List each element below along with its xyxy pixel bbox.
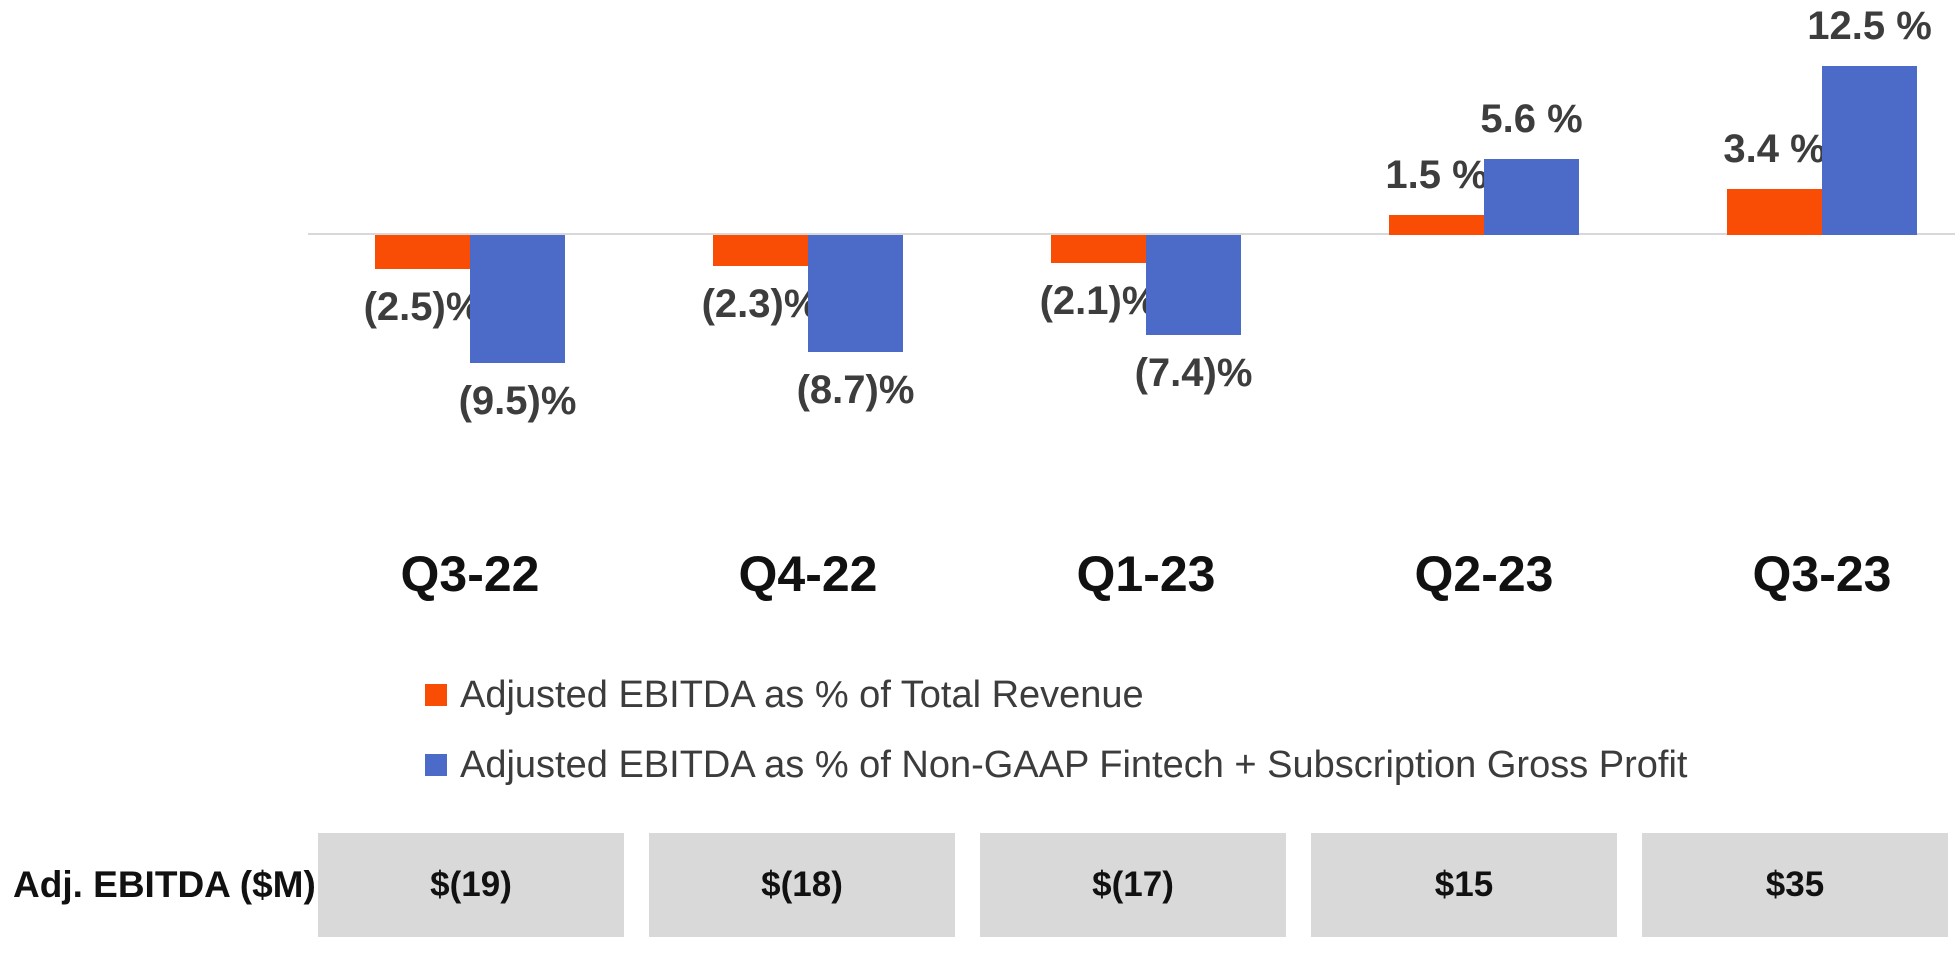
table-cell-q1-23: $(17) bbox=[980, 833, 1286, 937]
table-cell-q4-22: $(18) bbox=[649, 833, 955, 937]
adj-ebitda-table-row: Adj. EBITDA ($M) $(19) $(18) $(17) $15 $35 bbox=[0, 833, 1960, 937]
x-axis-label-q2-23: Q2-23 bbox=[1414, 546, 1554, 602]
bar-value-label: (9.5)% bbox=[458, 379, 577, 424]
bar-value-label: (2.3)% bbox=[701, 282, 820, 327]
bar-value-label: (2.1)% bbox=[1039, 279, 1158, 324]
bar-q4-22-series-2 bbox=[808, 235, 903, 353]
bar-q3-23-series-2 bbox=[1822, 66, 1917, 235]
bar-chart-plot-area: (2.5)% (9.5)% Q3-22 (2.3)% (8.7)% Q4-22 (2.1)%… bbox=[308, 4, 1955, 602]
legend-swatch-icon bbox=[425, 684, 447, 706]
zero-baseline bbox=[308, 233, 1955, 235]
x-axis-label-q4-22: Q4-22 bbox=[738, 546, 878, 602]
bar-q1-23-series-2 bbox=[1146, 235, 1241, 335]
table-row-label: Adj. EBITDA ($M) bbox=[13, 864, 316, 905]
bar-value-label: (7.4)% bbox=[1134, 350, 1253, 395]
table-cell-q3-22: $(19) bbox=[318, 833, 624, 937]
bar-q3-22-series-1 bbox=[375, 235, 470, 269]
bar-value-label: (8.7)% bbox=[796, 368, 915, 413]
table-cell-q3-23: $35 bbox=[1642, 833, 1948, 937]
bar-q3-23-series-1 bbox=[1727, 189, 1822, 235]
x-axis-label-q3-22: Q3-22 bbox=[400, 546, 540, 602]
x-axis-label-q3-23: Q3-23 bbox=[1752, 546, 1892, 602]
bar-value-label: (2.5)% bbox=[363, 284, 482, 329]
chart-legend: Adjusted EBITDA as % of Total Revenue Adj… bbox=[425, 672, 1687, 788]
bar-value-label: 5.6 % bbox=[1480, 97, 1583, 142]
bar-q2-23-series-1 bbox=[1389, 214, 1484, 235]
bar-q1-23-series-1 bbox=[1051, 235, 1146, 264]
legend-swatch-icon bbox=[425, 754, 447, 776]
x-axis-label-q1-23: Q1-23 bbox=[1076, 546, 1216, 602]
legend-label: Adjusted EBITDA as % of Non-GAAP Fintech… bbox=[460, 743, 1688, 786]
bar-q2-23-series-2 bbox=[1484, 159, 1579, 235]
bar-value-label: 1.5 % bbox=[1385, 152, 1488, 197]
table-cells: $(19) $(18) $(17) $15 $35 bbox=[318, 833, 1948, 937]
legend-item-2: Adjusted EBITDA as % of Non-GAAP Fintech… bbox=[425, 742, 1687, 788]
bar-value-label: 12.5 % bbox=[1807, 4, 1932, 49]
bar-q4-22-series-1 bbox=[713, 235, 808, 267]
bar-value-label: 3.4 % bbox=[1723, 127, 1826, 172]
bar-q3-22-series-2 bbox=[470, 235, 565, 364]
legend-label: Adjusted EBITDA as % of Total Revenue bbox=[460, 673, 1144, 716]
legend-item-1: Adjusted EBITDA as % of Total Revenue bbox=[425, 672, 1687, 718]
table-cell-q2-23: $15 bbox=[1311, 833, 1617, 937]
